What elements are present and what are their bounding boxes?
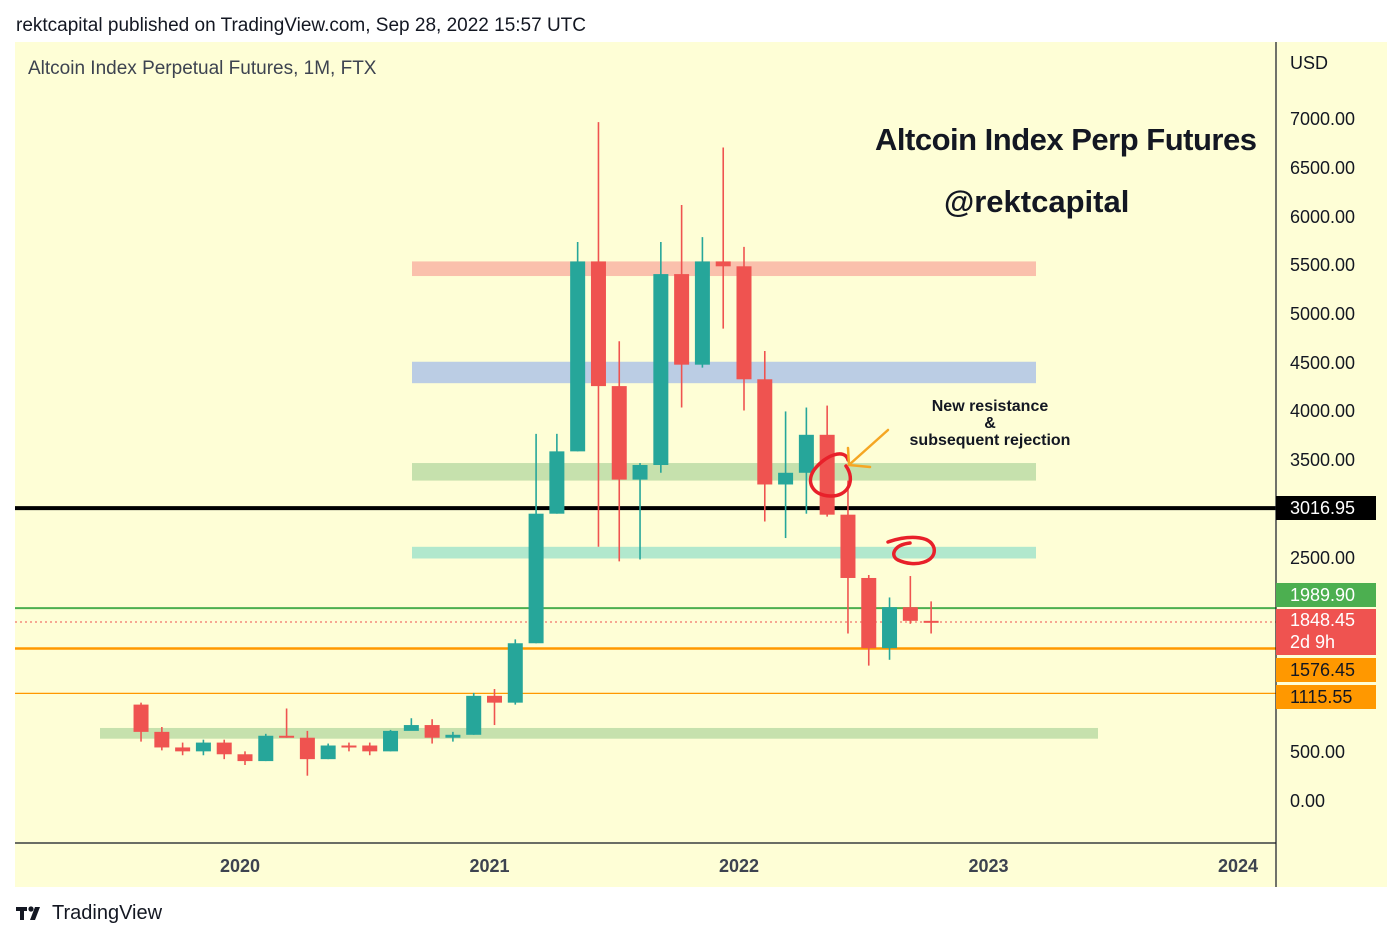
x-tick-2023: 2023	[968, 856, 1009, 876]
x-tick-2020: 2020	[220, 856, 261, 876]
brand-name: TradingView	[52, 902, 163, 924]
y-tick-3500.00: 3500.00	[1290, 450, 1356, 471]
y-tick-6500.00: 6500.00	[1290, 157, 1356, 178]
candle-2[interactable]	[175, 742, 191, 756]
candle-36[interactable]	[882, 597, 898, 660]
y-tick-4000.00: 4000.00	[1290, 401, 1356, 422]
note-line-1: New resistance	[931, 398, 1049, 415]
candle-10[interactable]	[341, 742, 357, 752]
candle-9[interactable]	[320, 743, 336, 760]
candle-22[interactable]	[590, 122, 606, 547]
zone-2[interactable]	[412, 463, 1036, 481]
y-tick-7000.00: 7000.00	[1290, 109, 1356, 130]
candle-23[interactable]	[611, 341, 627, 562]
candle-19[interactable]	[528, 433, 544, 644]
candle-37[interactable]	[902, 576, 918, 624]
annotation-note: New resistance & subsequent rejection	[890, 398, 1090, 449]
candle-4[interactable]	[216, 739, 232, 760]
x-tick-2022: 2022	[719, 856, 760, 876]
author-handle: @rektcapital	[944, 184, 1130, 219]
price-badge-1989.90[interactable]: 1989.90	[1276, 583, 1376, 607]
candle-8[interactable]	[299, 730, 315, 776]
zones-layer	[100, 261, 1098, 739]
candle-17[interactable]	[487, 689, 502, 726]
candle-38[interactable]	[923, 601, 939, 634]
candle-13[interactable]	[403, 718, 419, 731]
candle-27[interactable]	[694, 237, 710, 368]
candle-0[interactable]	[133, 702, 149, 742]
candle-26[interactable]	[674, 204, 690, 408]
zone-3[interactable]	[412, 546, 1036, 559]
candle-28[interactable]	[715, 147, 731, 329]
hand-drawings-layer	[808, 428, 936, 566]
symbol-info: Altcoin Index Perpetual Futures, 1M, FTX	[28, 58, 377, 79]
candle-20[interactable]	[549, 433, 565, 514]
candle-3[interactable]	[195, 739, 211, 756]
price-badge-3016.95[interactable]: 3016.95	[1276, 496, 1376, 521]
candle-7[interactable]	[279, 708, 295, 738]
candle-35[interactable]	[861, 575, 877, 666]
zone-1[interactable]	[412, 361, 1036, 384]
candle-29[interactable]	[736, 246, 752, 411]
y-tick-500.00: 500.00	[1290, 742, 1346, 763]
y-tick-6000.00: 6000.00	[1290, 206, 1356, 227]
candles-layer	[133, 122, 939, 776]
candle-30[interactable]	[757, 351, 773, 522]
candle-18[interactable]	[507, 639, 523, 705]
price-badge-1848.45[interactable]: 1848.45 2d 9h	[1276, 609, 1376, 655]
candle-25[interactable]	[653, 241, 669, 473]
levels-layer	[15, 506, 1276, 694]
x-tick-2024: 2024	[1218, 856, 1259, 876]
axes-layer	[15, 42, 1277, 887]
candle-14[interactable]	[424, 719, 440, 744]
price-badge-1576.45[interactable]: 1576.45	[1276, 658, 1376, 682]
note-line-3: subsequent rejection	[909, 432, 1071, 449]
candle-24[interactable]	[632, 463, 648, 560]
red-circle-drawing-1	[808, 452, 852, 498]
candle-31[interactable]	[778, 411, 794, 539]
tradingview-icon	[16, 905, 40, 920]
zone-4[interactable]	[100, 727, 1098, 739]
publisher-line: rektcapital published on TradingView.com…	[16, 15, 586, 36]
note-line-2: &	[984, 415, 996, 432]
x-tick-2021: 2021	[469, 856, 510, 876]
candle-1[interactable]	[154, 727, 170, 751]
orange-arrow-drawing	[846, 428, 890, 469]
red-circle-drawing-2	[886, 535, 936, 566]
candle-6[interactable]	[258, 733, 274, 762]
price-badge-1115.55[interactable]: 1115.55	[1276, 685, 1376, 709]
y-tick-5500.00: 5500.00	[1290, 255, 1356, 276]
candle-34[interactable]	[840, 480, 856, 634]
y-tick-5000.00: 5000.00	[1290, 304, 1356, 324]
candle-5[interactable]	[237, 751, 253, 765]
candle-32[interactable]	[798, 407, 814, 514]
candle-11[interactable]	[362, 742, 378, 756]
tradingview-logo[interactable]: TradingView	[16, 902, 162, 925]
candle-21[interactable]	[570, 241, 586, 452]
candle-15[interactable]	[445, 731, 461, 742]
y-tick-4500.00: 4500.00	[1290, 352, 1356, 373]
y-tick-0.00: 0.00	[1290, 791, 1326, 811]
y-tick-2500.00: 2500.00	[1290, 547, 1356, 568]
currency-label: USD	[1290, 53, 1329, 73]
chart-title: Altcoin Index Perp Futures	[875, 122, 1257, 157]
candle-12[interactable]	[383, 729, 399, 752]
candle-16[interactable]	[466, 692, 482, 735]
